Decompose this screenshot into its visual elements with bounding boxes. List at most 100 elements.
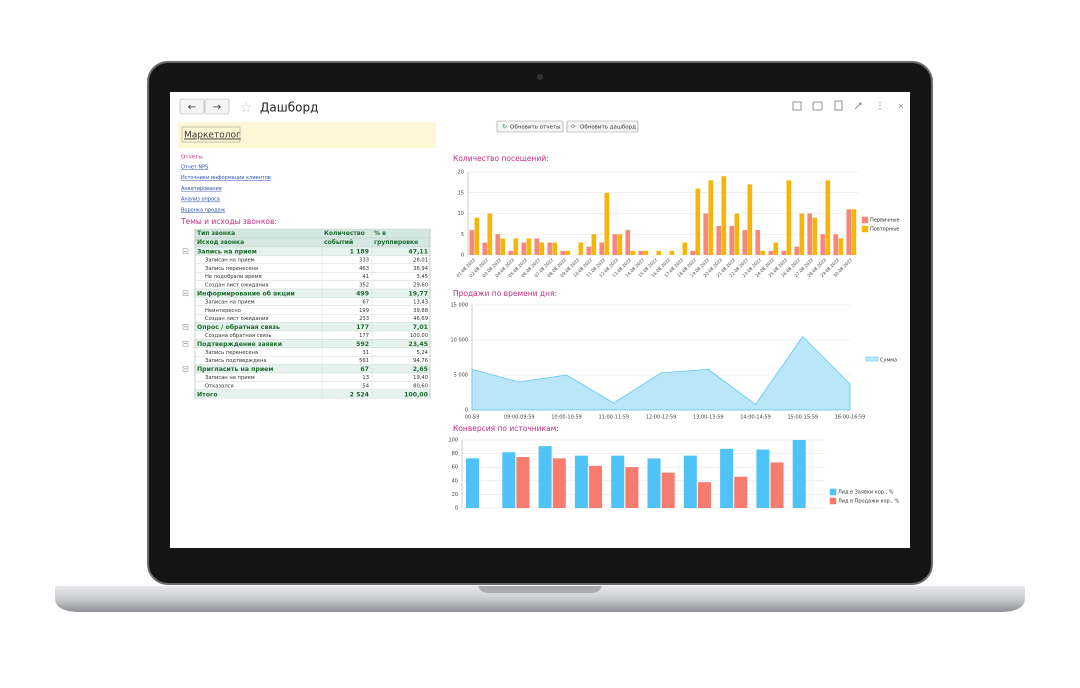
header-cell: Количество	[324, 230, 365, 237]
bar	[647, 458, 661, 508]
x-tick-label: 00-59	[465, 415, 480, 421]
bar	[611, 455, 625, 508]
x-tick-label: 11:00-11:59	[598, 415, 629, 421]
bar	[643, 250, 649, 255]
row-count: 499	[356, 291, 369, 298]
bar	[742, 230, 748, 255]
bar	[781, 250, 787, 255]
bar	[838, 238, 844, 255]
row-percent: 19,77	[408, 291, 428, 298]
bar	[547, 242, 553, 255]
bar	[768, 250, 774, 255]
row-count: 592	[356, 341, 369, 348]
refresh-reports-button[interactable]	[496, 120, 564, 133]
bar	[792, 440, 806, 508]
y-tick-label: 20	[452, 492, 458, 498]
laptop-notch	[478, 586, 602, 593]
legend-label: Повторные	[870, 227, 899, 233]
bar	[690, 250, 696, 255]
report-link[interactable]: Анализ опроса	[181, 197, 220, 203]
row-label: Подтверждение заявки	[197, 341, 282, 348]
link-icon[interactable]	[854, 102, 862, 110]
camera	[537, 74, 543, 80]
y-tick-label: 0	[461, 253, 464, 259]
save-icon[interactable]	[792, 101, 802, 111]
row-percent: 13,43	[413, 299, 428, 305]
y-tick-label: 100	[448, 438, 458, 444]
bar	[586, 246, 592, 255]
bar	[539, 242, 545, 255]
star-icon[interactable]: ☆	[240, 100, 253, 116]
role[interactable]: Маркетолог	[184, 131, 241, 141]
back-icon: ←	[188, 102, 196, 113]
bar	[526, 238, 532, 255]
close-icon[interactable]: ×	[898, 102, 905, 111]
row-percent: 47,11	[408, 249, 428, 256]
row-percent: 80,60	[413, 383, 428, 389]
bar	[560, 250, 566, 255]
bar	[812, 217, 818, 255]
row-percent: 46,69	[413, 316, 428, 322]
report-link[interactable]: Воронка продаж	[181, 207, 226, 213]
bar	[760, 250, 766, 255]
preview-icon[interactable]	[834, 100, 843, 111]
row-percent: 100,00	[410, 333, 428, 339]
y-tick-label: 5	[461, 232, 464, 238]
y-tick-label: 0	[455, 506, 458, 512]
bar	[734, 476, 748, 508]
row-percent: 94,76	[413, 358, 428, 364]
x-tick-label: 15:00-15:59	[787, 415, 818, 421]
bar	[502, 452, 516, 508]
bar	[695, 188, 701, 255]
bar	[833, 234, 839, 255]
bar	[708, 180, 714, 255]
bar	[770, 462, 784, 508]
button-label: Обновить дашборд	[580, 125, 636, 131]
more-icon[interactable]: ⋮	[876, 102, 885, 112]
row-label: Неинтересно	[205, 308, 241, 314]
bar	[565, 250, 571, 255]
role-box[interactable]	[181, 126, 241, 143]
bar	[534, 238, 540, 255]
legend-swatch	[861, 216, 869, 224]
table-group-row	[194, 389, 431, 399]
x-tick-label: 12:00-12:59	[646, 415, 677, 421]
y-tick-label: 80	[452, 451, 458, 457]
bar	[465, 458, 480, 508]
row-label: Отказался	[205, 383, 234, 389]
header-cell: событий	[324, 239, 353, 246]
bar	[538, 446, 552, 508]
bar	[661, 472, 675, 508]
report-link[interactable]: Анкетирование	[181, 186, 222, 192]
row-label: Записан на прием	[205, 257, 255, 263]
bar	[487, 213, 493, 255]
x-tick-label: 10:00-10:59	[551, 415, 582, 421]
bar	[599, 242, 605, 255]
forward-button[interactable]	[204, 98, 230, 115]
bar	[617, 234, 623, 255]
print-icon[interactable]	[812, 101, 823, 111]
legend-label: Лид в Заявки кор., %	[838, 490, 894, 496]
forward-icon: →	[213, 102, 221, 113]
bar	[669, 250, 675, 255]
bar	[516, 457, 530, 508]
row-count: 233	[359, 316, 369, 322]
back-button[interactable]	[179, 98, 205, 115]
bar	[747, 184, 753, 255]
row-count: 67	[362, 299, 369, 305]
bar	[682, 242, 688, 255]
row-count: 13	[362, 375, 369, 381]
report-link[interactable]: Отчет NPS	[181, 165, 208, 171]
report-link[interactable]: Источники информации клиентов	[181, 175, 271, 181]
row-label: Записан на прием	[205, 299, 255, 305]
bar	[683, 455, 697, 508]
row-percent: 38,94	[413, 266, 429, 272]
row-count: 561	[359, 358, 369, 364]
refresh-dashboard-button[interactable]	[566, 120, 639, 133]
row-percent: 29,60	[413, 283, 428, 289]
row-percent: 19,40	[413, 375, 428, 381]
legend-label: Сумма	[880, 358, 897, 364]
row-count: 352	[359, 283, 369, 289]
row-count: 41	[362, 274, 369, 280]
